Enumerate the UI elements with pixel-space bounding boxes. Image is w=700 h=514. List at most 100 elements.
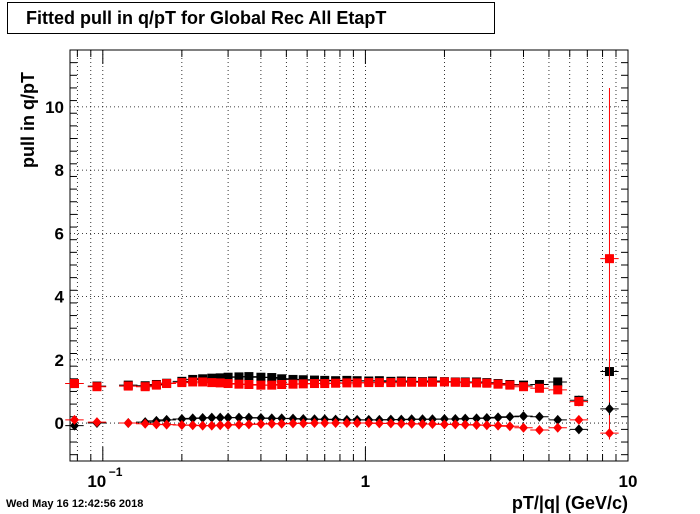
data-point-square	[519, 382, 529, 392]
data-point-square	[223, 379, 233, 389]
data-point-diamond	[482, 413, 492, 424]
data-point-diamond	[396, 418, 406, 429]
data-point-square	[553, 385, 563, 395]
data-point-diamond	[267, 418, 277, 429]
data-point-square	[256, 380, 266, 390]
data-point-square	[288, 374, 298, 384]
data-point-square	[396, 377, 406, 387]
data-point-diamond	[177, 413, 187, 424]
data-point-diamond	[277, 413, 287, 424]
y-tick-label: 4	[55, 288, 65, 307]
data-point-square	[482, 378, 492, 388]
data-point-diamond	[407, 418, 417, 429]
data-point-square	[162, 379, 172, 389]
data-point-diamond	[574, 424, 584, 435]
data-point-diamond	[472, 413, 482, 424]
data-point-diamond	[256, 419, 266, 430]
data-point-square	[69, 379, 79, 389]
x-tick-label: 10	[87, 472, 106, 491]
data-point-diamond	[472, 419, 482, 430]
data-point-diamond	[352, 418, 362, 429]
data-point-diamond	[493, 412, 503, 423]
data-point-diamond	[493, 420, 503, 431]
data-point-diamond	[69, 414, 79, 425]
data-point-diamond	[439, 413, 449, 424]
data-point-square	[288, 379, 298, 389]
data-point-diamond	[604, 428, 614, 439]
data-point-diamond	[223, 412, 233, 423]
data-point-diamond	[234, 419, 244, 430]
data-point-square	[151, 380, 161, 390]
y-tick-label: 6	[55, 224, 64, 243]
data-point-square	[215, 373, 225, 383]
data-point-square	[140, 382, 150, 392]
timestamp: Wed May 16 12:42:56 2018	[6, 498, 144, 510]
data-point-square	[418, 377, 428, 387]
data-point-diamond	[553, 414, 563, 425]
data-point-square	[352, 378, 362, 388]
x-tick-label: 10	[619, 472, 638, 491]
data-point-diamond	[277, 418, 287, 429]
grid-lines	[70, 50, 628, 461]
plot-frame	[69, 49, 629, 462]
data-point-square	[244, 372, 254, 382]
x-axis-title: pT/|q| (GeV/c)	[512, 493, 628, 513]
data-point-diamond	[386, 418, 396, 429]
data-point-diamond	[460, 419, 470, 430]
data-point-diamond	[256, 413, 266, 424]
data-point-diamond	[223, 419, 233, 430]
data-point-diamond	[188, 413, 198, 424]
data-point-square	[472, 378, 482, 388]
y-tick-label: 8	[55, 161, 64, 180]
data-point-square	[493, 379, 503, 389]
data-point-square	[310, 379, 320, 389]
data-point-diamond	[482, 420, 492, 431]
y-axis-title: pull in q/pT	[18, 72, 38, 168]
data-point-square	[364, 378, 374, 388]
data-point-diamond	[267, 413, 277, 424]
data-point-diamond	[418, 419, 428, 430]
data-point-square	[604, 254, 614, 264]
data-point-diamond	[505, 411, 515, 422]
data-point-square	[267, 380, 277, 390]
data-point-square	[177, 378, 187, 388]
data-point-square	[123, 381, 133, 391]
data-point-square	[188, 377, 198, 387]
data-point-square	[267, 373, 277, 383]
chart-title: Fitted pull in q/pT for Global Rec All E…	[7, 2, 495, 34]
data-point-square	[256, 372, 266, 382]
data-point-square	[234, 379, 244, 389]
data-point-square	[407, 377, 417, 387]
data-point-diamond	[151, 419, 161, 430]
data-point-diamond	[140, 418, 150, 429]
data-point-diamond	[162, 419, 172, 430]
data-point-diamond	[519, 422, 529, 433]
data-point-square	[223, 372, 233, 382]
data-point-diamond	[188, 420, 198, 431]
data-point-square	[386, 378, 396, 388]
data-point-diamond	[234, 412, 244, 423]
y-tick-label: 0	[55, 414, 64, 433]
data-point-diamond	[364, 418, 374, 429]
data-point-square	[277, 379, 287, 389]
y-tick-label: 10	[45, 98, 64, 117]
data-point-square	[331, 378, 341, 388]
data-point-square	[427, 377, 437, 387]
data-point-diamond	[342, 418, 352, 429]
data-points	[65, 87, 619, 440]
data-point-diamond	[288, 418, 298, 429]
data-point-square	[374, 378, 384, 388]
data-point-square	[298, 379, 308, 389]
data-point-square	[534, 383, 544, 393]
data-point-diamond	[505, 421, 515, 432]
data-point-diamond	[69, 420, 79, 431]
data-point-diamond	[123, 418, 133, 429]
data-point-diamond	[298, 418, 308, 429]
data-point-square	[215, 378, 225, 388]
data-point-square	[342, 378, 352, 388]
x-tick-label: 1	[361, 472, 370, 491]
data-point-diamond	[534, 411, 544, 422]
data-point-diamond	[320, 418, 330, 429]
